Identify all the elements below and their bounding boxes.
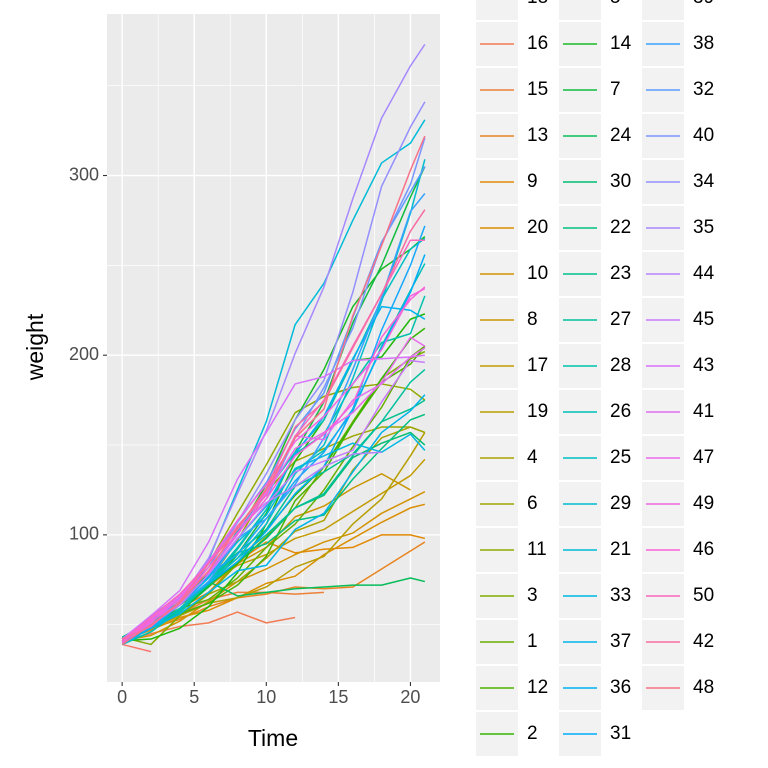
legend-label: 43	[693, 355, 714, 376]
panel	[107, 14, 440, 682]
legend-label: 40	[693, 125, 714, 146]
legend-label: 5	[610, 0, 621, 8]
legend-label: 17	[527, 355, 548, 376]
legend-label: 33	[610, 585, 631, 606]
legend-label: 32	[693, 79, 714, 100]
series-line	[121, 491, 426, 642]
legend-key-bg	[559, 0, 601, 20]
legend-label: 47	[693, 447, 714, 468]
series-line	[121, 432, 426, 638]
series-line	[121, 336, 426, 642]
legend-label: 7	[610, 79, 621, 100]
legend-label: 24	[610, 125, 632, 146]
y-tick-label: 100	[69, 524, 99, 544]
legend-label: 3	[527, 585, 538, 606]
legend-label: 29	[610, 493, 631, 514]
x-axis-title: Time	[248, 725, 298, 751]
series-line	[121, 394, 426, 642]
legend-label: 46	[693, 539, 714, 560]
legend-label: 13	[527, 125, 548, 146]
legend-label: 30	[610, 171, 631, 192]
legend-label: 48	[693, 677, 714, 698]
series-line	[121, 611, 296, 642]
legend-label: 26	[610, 401, 631, 422]
legend-label: 18	[527, 0, 548, 8]
legend-label: 50	[693, 585, 714, 606]
legend-label: 14	[610, 33, 632, 54]
legend-label: 49	[693, 493, 714, 514]
legend-label: 20	[527, 217, 548, 238]
legend-label: 35	[693, 217, 714, 238]
legend-label: 27	[610, 309, 631, 330]
series-line	[121, 359, 425, 642]
legend-label: 22	[610, 217, 631, 238]
series-line	[121, 263, 426, 640]
legend-label: 19	[527, 401, 548, 422]
y-tick-label: 300	[69, 164, 99, 184]
legend-label: 31	[610, 723, 631, 744]
legend-label: 10	[527, 263, 548, 284]
legend-label: 28	[610, 355, 631, 376]
legend-label: 4	[527, 447, 538, 468]
legend-label: 15	[527, 79, 548, 100]
legend-key-bg	[642, 0, 684, 20]
legend-label: 21	[610, 539, 631, 560]
x-tick-label: 15	[328, 687, 348, 707]
x-tick-label: 0	[117, 687, 127, 707]
series-line	[121, 209, 426, 640]
legend-key-bg	[476, 0, 518, 20]
legend-label: 8	[527, 309, 538, 330]
legend-label: 36	[610, 677, 631, 698]
legend-label: 38	[693, 33, 714, 54]
legend-label: 34	[693, 171, 715, 192]
legend-label: 23	[610, 263, 631, 284]
y-axis-title: weight	[22, 313, 48, 381]
x-tick-label: 10	[256, 687, 276, 707]
series-line	[121, 135, 426, 646]
series-line	[121, 354, 425, 640]
legend-label: 39	[693, 0, 714, 8]
legend-label: 1	[527, 631, 538, 652]
x-tick-label: 20	[400, 687, 420, 707]
y-tick-label: 200	[69, 344, 99, 364]
legend-label: 16	[527, 33, 548, 54]
legend-label: 45	[693, 309, 714, 330]
series-line	[121, 643, 152, 653]
legend-label: 42	[693, 631, 714, 652]
legend-label: 25	[610, 447, 631, 468]
x-tick-label: 5	[189, 687, 199, 707]
legend-label: 12	[527, 677, 548, 698]
legend-label: 11	[527, 539, 547, 560]
legend-label: 9	[527, 171, 538, 192]
legend-label: 2	[527, 723, 538, 744]
legend-label: 6	[527, 493, 538, 514]
legend-label: 37	[610, 631, 631, 652]
legend-label: 41	[693, 401, 714, 422]
legend-label: 44	[693, 263, 715, 284]
